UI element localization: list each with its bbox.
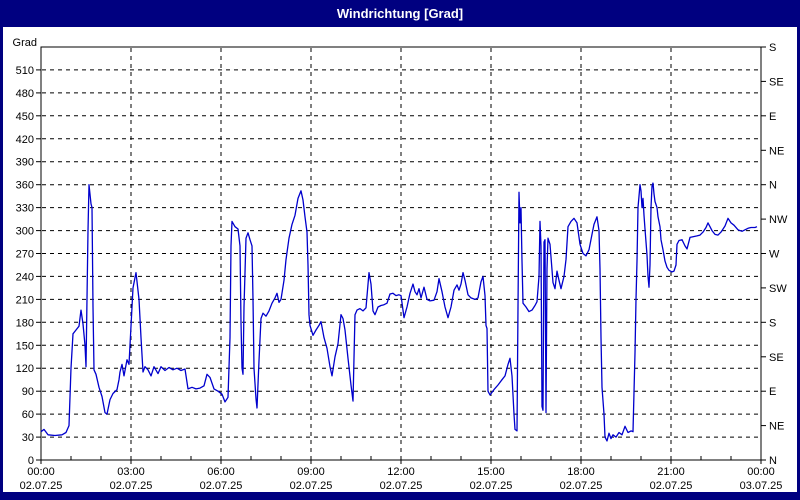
- svg-text:15:00: 15:00: [477, 466, 505, 478]
- svg-text:SW: SW: [769, 283, 787, 295]
- svg-text:300: 300: [16, 226, 34, 238]
- svg-text:0: 0: [28, 455, 34, 467]
- svg-text:03:00: 03:00: [117, 466, 145, 478]
- plot-border: [40, 46, 762, 461]
- svg-text:S: S: [769, 42, 776, 54]
- svg-text:W: W: [769, 249, 780, 261]
- svg-text:02.07.25: 02.07.25: [110, 480, 153, 492]
- svg-text:30: 30: [22, 432, 34, 444]
- svg-text:03.07.25: 03.07.25: [740, 480, 783, 492]
- svg-text:12:00: 12:00: [387, 466, 415, 478]
- svg-text:02.07.25: 02.07.25: [650, 480, 693, 492]
- svg-text:SE: SE: [769, 352, 784, 364]
- svg-text:E: E: [769, 386, 776, 398]
- svg-text:510: 510: [16, 65, 34, 77]
- svg-text:S: S: [769, 317, 776, 329]
- svg-text:360: 360: [16, 180, 34, 192]
- svg-text:180: 180: [16, 317, 34, 329]
- svg-text:NW: NW: [769, 214, 788, 226]
- svg-text:21:00: 21:00: [657, 466, 685, 478]
- svg-text:N: N: [769, 180, 777, 192]
- svg-text:02.07.25: 02.07.25: [290, 480, 333, 492]
- svg-text:150: 150: [16, 340, 34, 352]
- wind-direction-line: [40, 182, 758, 442]
- svg-text:210: 210: [16, 294, 34, 306]
- svg-text:420: 420: [16, 134, 34, 146]
- svg-text:00:00: 00:00: [747, 466, 775, 478]
- svg-text:330: 330: [16, 203, 34, 215]
- svg-text:Grad: Grad: [13, 37, 37, 49]
- gridlines: [36, 46, 766, 464]
- axis-labels: 0 30 60 90 120 150 180 210 240 270 300 330 360 390 420…: [13, 37, 788, 492]
- svg-text:02.07.25: 02.07.25: [560, 480, 603, 492]
- chart-canvas: 0 30 60 90 120 150 180 210 240 270 300 330 360 390 420…: [3, 27, 797, 492]
- window-title: Windrichtung [Grad]: [0, 0, 800, 27]
- svg-text:NE: NE: [769, 421, 784, 433]
- svg-text:90: 90: [22, 386, 34, 398]
- svg-text:N: N: [769, 455, 777, 467]
- svg-text:09:00: 09:00: [297, 466, 325, 478]
- svg-text:E: E: [769, 111, 776, 123]
- svg-text:NE: NE: [769, 145, 784, 157]
- svg-text:390: 390: [16, 157, 34, 169]
- svg-text:02.07.25: 02.07.25: [470, 480, 513, 492]
- svg-text:480: 480: [16, 88, 34, 100]
- svg-text:60: 60: [22, 409, 34, 421]
- svg-text:00:00: 00:00: [27, 466, 55, 478]
- svg-text:02.07.25: 02.07.25: [380, 480, 423, 492]
- svg-text:120: 120: [16, 363, 34, 375]
- wind-direction-chart: 0 30 60 90 120 150 180 210 240 270 300 330 360 390 420…: [13, 37, 788, 492]
- svg-text:02.07.25: 02.07.25: [200, 480, 243, 492]
- svg-text:270: 270: [16, 249, 34, 261]
- svg-text:18:00: 18:00: [567, 466, 595, 478]
- svg-text:02.07.25: 02.07.25: [20, 480, 63, 492]
- svg-text:06:00: 06:00: [207, 466, 235, 478]
- svg-text:SE: SE: [769, 76, 784, 88]
- svg-text:240: 240: [16, 271, 34, 283]
- svg-text:450: 450: [16, 111, 34, 123]
